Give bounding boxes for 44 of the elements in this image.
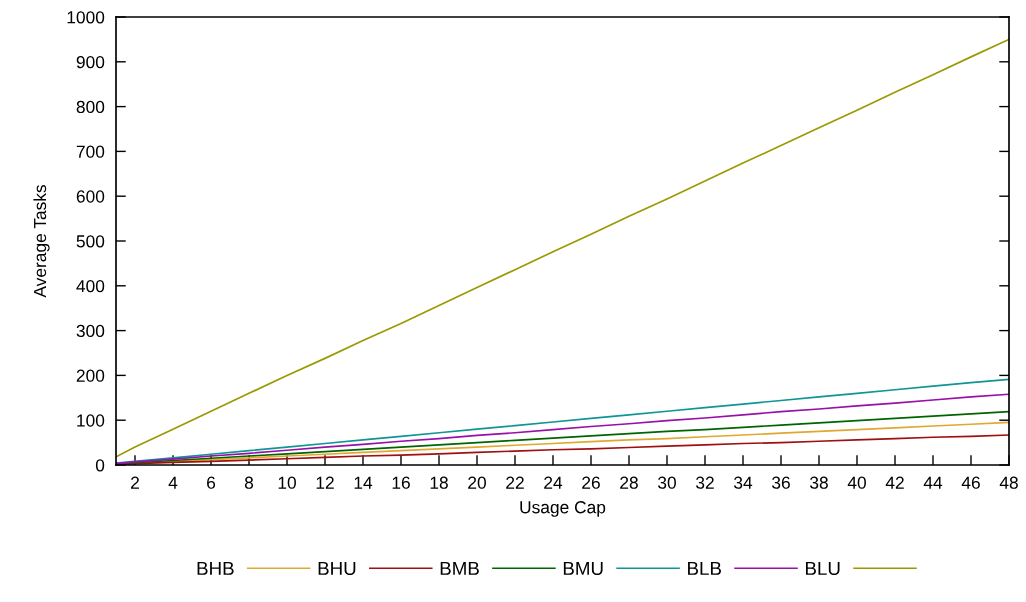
y-tick-label: 300 [76,324,105,338]
x-tick-label: 22 [506,476,524,489]
y-tick-label: 500 [76,235,105,248]
legend-label: BLU [805,561,840,576]
x-tick-label: 20 [468,476,486,489]
y-tick-label: 200 [76,369,105,382]
x-tick-label: 24 [544,476,563,489]
x-tick-label: 28 [620,476,638,489]
legend-label: BHU [318,561,356,576]
x-tick-label: 30 [658,476,676,489]
y-tick-label: 800 [76,100,105,114]
x-tick-label: 8 [244,476,254,489]
x-tick-label: 14 [354,476,373,489]
x-tick-label: 18 [430,476,448,489]
y-axis-title: Average Tasks [33,185,50,298]
x-tick-label: 4 [168,476,178,489]
x-axis-title: Usage Cap [520,501,606,517]
x-tick-label: 44 [923,476,943,489]
x-tick-label: 42 [885,476,904,489]
y-tick-label: 700 [76,145,105,158]
legend-label: BMU [563,561,603,576]
y-tick-label: 1000 [67,11,105,24]
line-series [116,38,1009,458]
x-tick-label: 26 [582,476,600,489]
x-tick-label: 6 [207,476,216,489]
x-tick-label: 32 [696,476,714,489]
y-tick-label: 400 [76,279,105,293]
x-tick-label: 2 [131,476,139,489]
legend-label: BHB [197,561,234,575]
x-tick-label: 38 [810,476,828,489]
legend-label: BLB [688,561,721,575]
y-tick-label: 100 [77,414,105,427]
x-tick-label: 46 [961,476,980,489]
x-tick-label: 16 [392,476,410,489]
x-tick-label: 10 [278,476,296,489]
y-tick-label: 900 [76,55,105,69]
x-tick-label: 48 [999,476,1018,489]
legend-label: BMB [440,561,479,575]
y-tick-label: 600 [76,190,105,203]
x-tick-label: 36 [772,476,790,489]
x-tick-label: 34 [734,476,753,489]
x-tick-label: 40 [847,476,866,489]
x-tick-label: 12 [316,476,334,489]
y-tick-label: 0 [95,459,105,472]
